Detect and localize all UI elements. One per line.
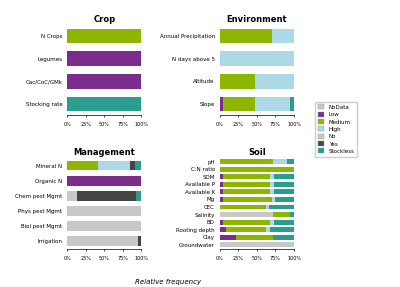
Bar [220, 51, 294, 66]
Bar [220, 167, 294, 172]
Bar [220, 242, 294, 247]
Bar [67, 191, 77, 201]
Bar [67, 176, 142, 185]
Bar [67, 236, 138, 246]
Bar [274, 189, 294, 194]
Bar [220, 212, 273, 217]
Bar [255, 97, 290, 111]
Title: Soil: Soil [248, 148, 266, 157]
Bar [276, 197, 294, 202]
Bar [130, 161, 136, 170]
Bar [270, 174, 274, 179]
Bar [67, 51, 142, 66]
Bar [220, 182, 223, 187]
Bar [274, 182, 294, 187]
Bar [286, 159, 294, 164]
Bar [220, 235, 236, 240]
Bar [270, 182, 274, 187]
Bar [266, 205, 270, 210]
Bar [220, 205, 266, 210]
Bar [272, 197, 276, 202]
Bar [270, 189, 274, 194]
Bar [136, 161, 142, 170]
Bar [67, 161, 98, 170]
Bar [98, 161, 130, 170]
Text: Relative frequency: Relative frequency [135, 279, 201, 285]
Title: Management: Management [74, 148, 135, 157]
Bar [270, 220, 274, 225]
Bar [223, 189, 270, 194]
Bar [220, 189, 223, 194]
Bar [223, 220, 270, 225]
Bar [77, 191, 136, 201]
Bar [220, 174, 223, 179]
Bar [290, 212, 294, 217]
Bar [290, 97, 294, 111]
Bar [270, 205, 294, 210]
Bar [220, 97, 223, 111]
Bar [220, 159, 273, 164]
Bar [274, 174, 294, 179]
Bar [226, 227, 266, 232]
Bar [223, 197, 272, 202]
Bar [220, 220, 223, 225]
Bar [272, 29, 294, 43]
Bar [220, 227, 226, 232]
Bar [220, 197, 223, 202]
Bar [136, 191, 142, 201]
Bar [67, 221, 142, 231]
Title: Environment: Environment [226, 15, 287, 24]
Bar [255, 74, 294, 89]
Bar [223, 97, 255, 111]
Bar [273, 235, 294, 240]
Bar [67, 206, 142, 216]
Bar [274, 220, 294, 225]
Bar [270, 227, 294, 232]
Legend: NoData, Low, Medium, High, No, Yes, Stockless: NoData, Low, Medium, High, No, Yes, Stoc… [315, 102, 357, 157]
Bar [273, 212, 290, 217]
Bar [67, 29, 142, 43]
Bar [220, 74, 255, 89]
Bar [220, 29, 272, 43]
Bar [223, 182, 270, 187]
Bar [67, 74, 142, 89]
Bar [236, 235, 273, 240]
Bar [273, 159, 286, 164]
Bar [138, 236, 142, 246]
Title: Crop: Crop [93, 15, 115, 24]
Bar [67, 97, 142, 111]
Bar [223, 174, 270, 179]
Bar [266, 227, 270, 232]
